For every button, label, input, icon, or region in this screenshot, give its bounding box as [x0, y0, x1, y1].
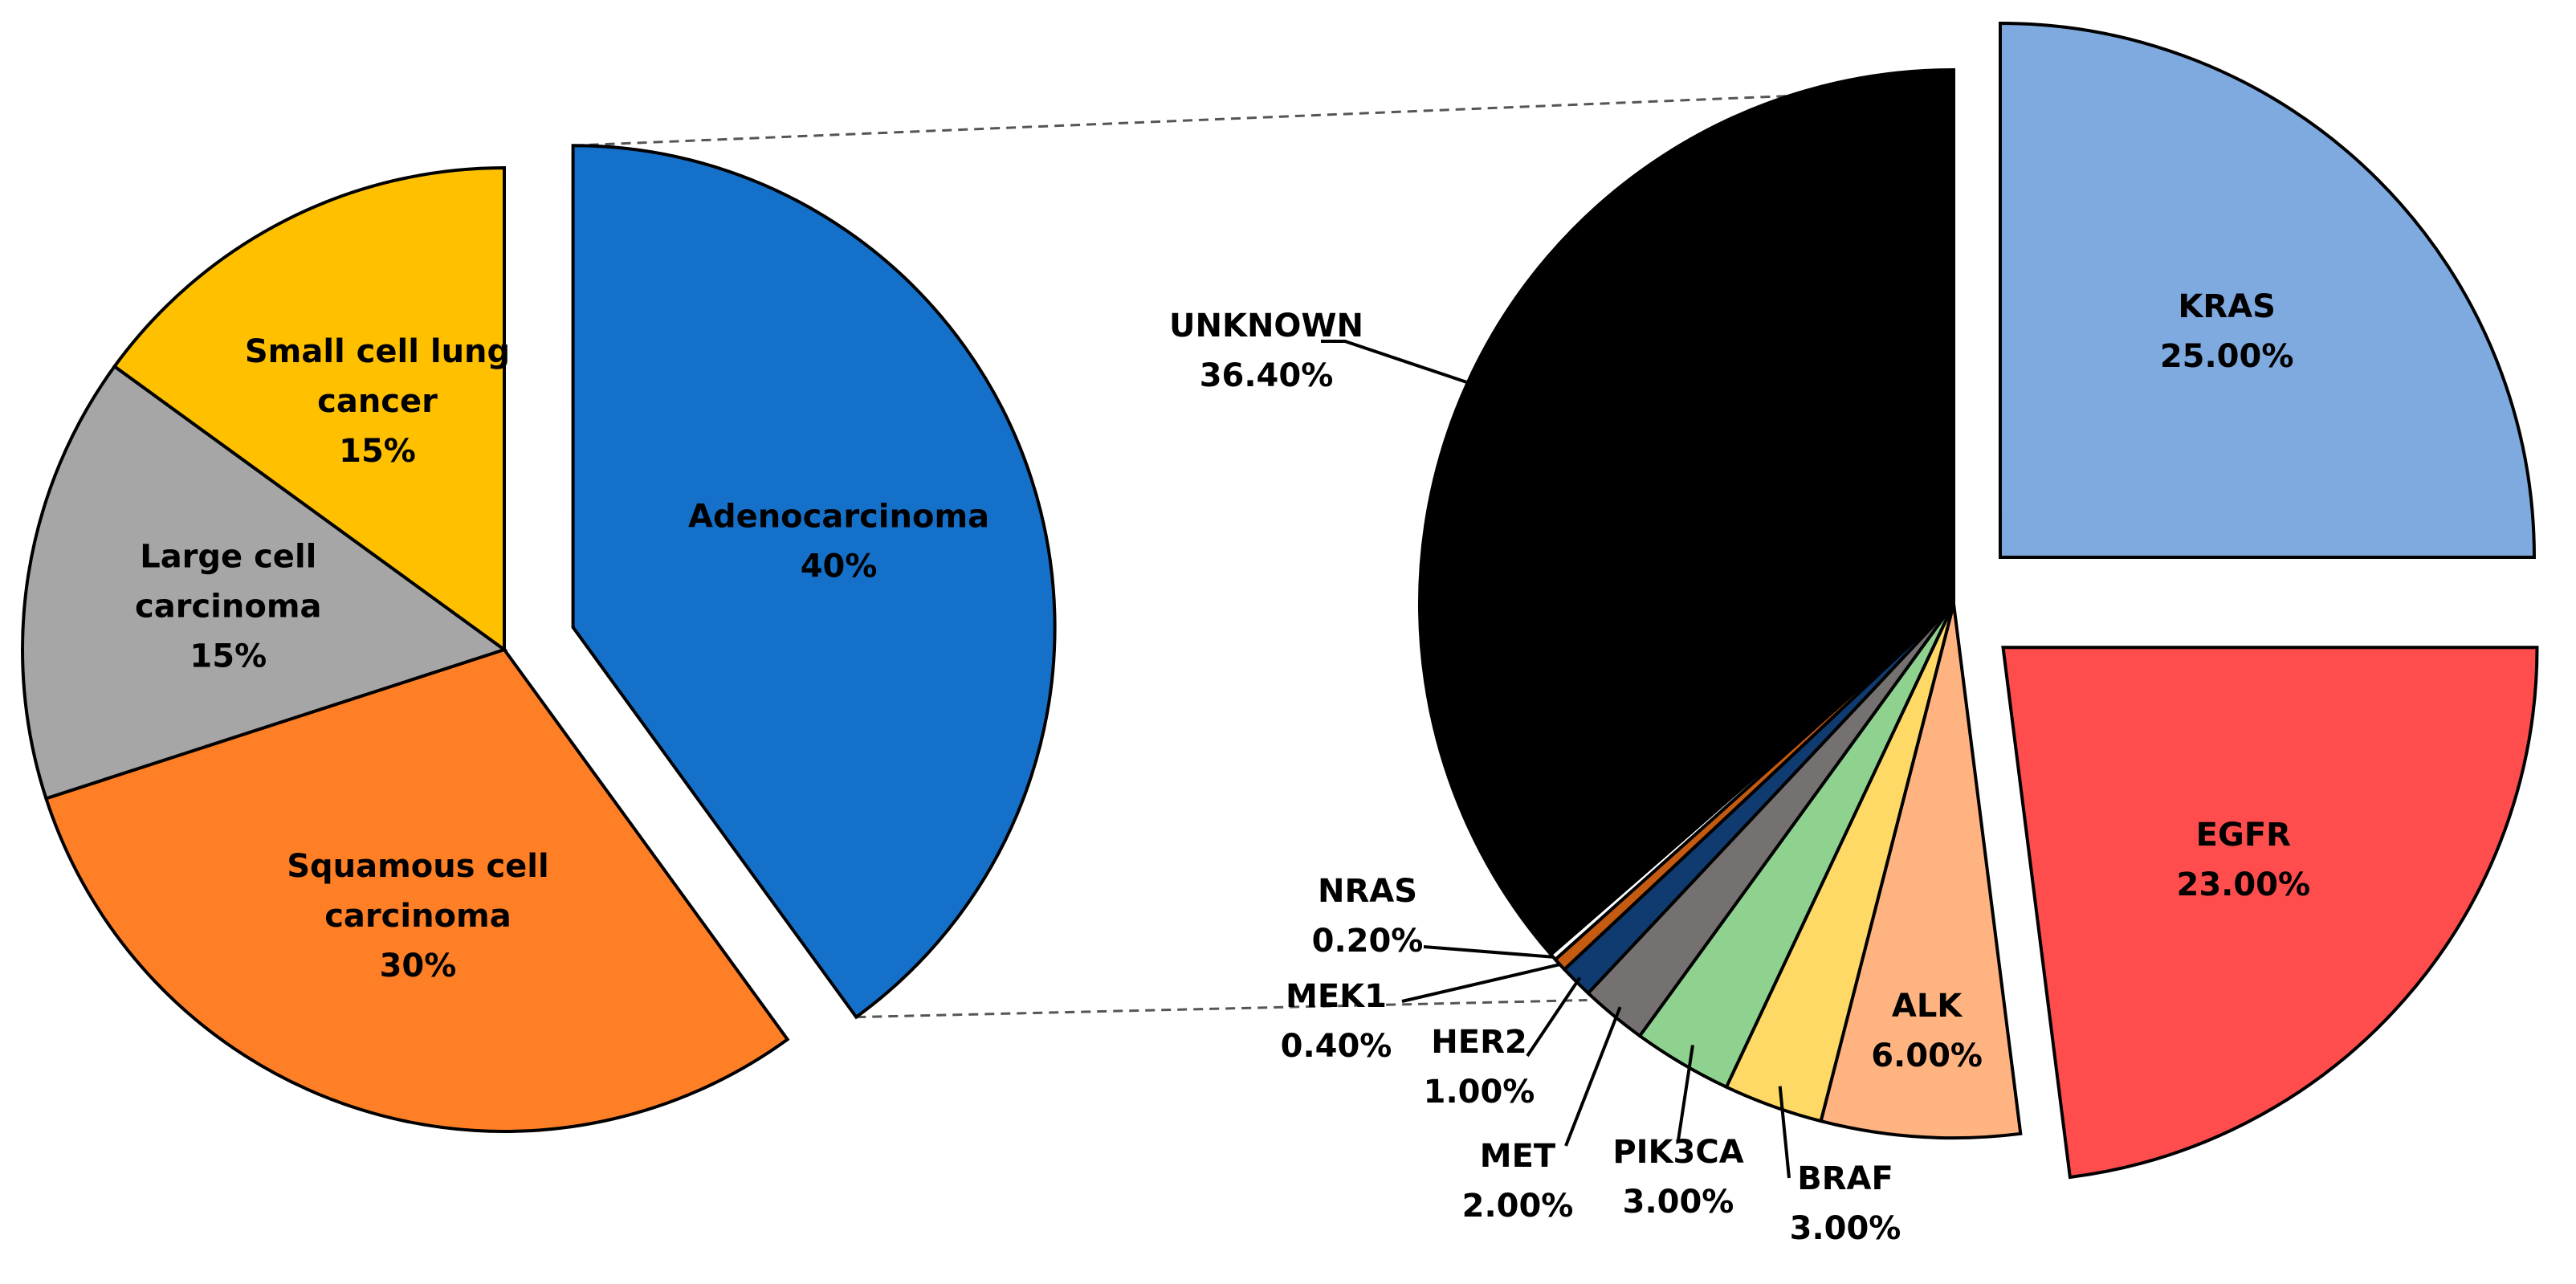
label-braf: BRAF 3.00%	[1790, 1160, 1901, 1247]
slice-alk	[1819, 603, 2023, 1140]
slice-egfr	[2001, 646, 2539, 1180]
label-met: MET 2.00%	[1462, 1138, 1574, 1225]
label-nras: NRAS 0.20%	[1312, 873, 1424, 960]
leader-unknown	[1321, 340, 1469, 385]
leader-met	[1564, 1006, 1622, 1147]
label-adenocarcinoma: Adenocarcinoma 40%	[688, 499, 989, 585]
slice-small-cell-lung-cancer	[112, 165, 506, 653]
slice-adenocarcinoma	[571, 144, 1057, 1020]
label-mek1: MEK1 0.40%	[1281, 978, 1392, 1065]
leader-pik3ca	[1677, 1045, 1694, 1141]
leader-lines	[1321, 340, 1791, 1179]
slice-kras	[1998, 21, 2537, 560]
label-kras: KRAS 25.00%	[2160, 288, 2294, 375]
label-small-cell-lung-cancer: Small cell lung cancer 15%	[245, 333, 510, 470]
zoom-connector-lines	[573, 95, 1789, 1019]
label-squamous-cell-carcinoma: Squamous cell carcinoma 30%	[287, 848, 549, 984]
zoom-connector-top	[573, 95, 1789, 147]
label-egfr: EGFR 23.00%	[2176, 817, 2310, 903]
label-large-cell-carcinoma: Large cell carcinoma 15%	[135, 539, 321, 675]
mutation-pie	[1418, 21, 2539, 1180]
leader-braf	[1778, 1086, 1791, 1179]
histology-pie	[21, 144, 1057, 1133]
label-unknown: UNKNOWN 36.40%	[1169, 308, 1363, 394]
slice-labels: Adenocarcinoma 40% Squamous cell carcinoma 3…	[135, 288, 2310, 1247]
slice-large-cell-carcinoma	[21, 364, 508, 801]
slice-squamous-cell-carcinoma	[43, 647, 790, 1133]
leader-nras	[1423, 945, 1554, 959]
leader-her2	[1526, 976, 1582, 1058]
leader-mek1	[1401, 963, 1561, 1003]
label-her2: HER2 1.00%	[1424, 1024, 1535, 1111]
label-pik3ca: PIK3CA 3.00%	[1612, 1134, 1743, 1221]
zoom-connector-bottom	[856, 999, 1588, 1019]
label-alk: ALK 6.00%	[1871, 988, 1983, 1074]
slice-unknown	[1418, 67, 1955, 957]
